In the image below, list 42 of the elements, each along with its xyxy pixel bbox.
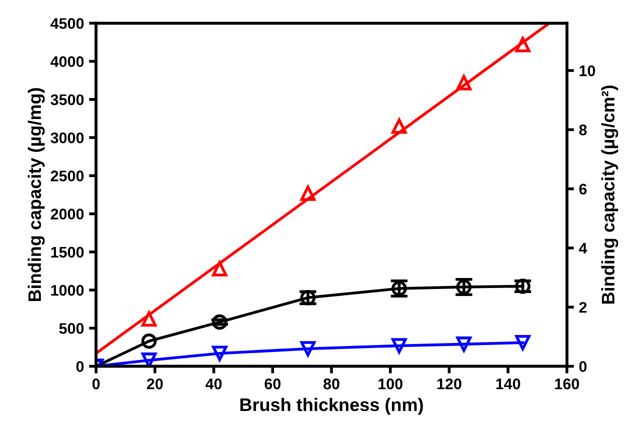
y-tick-label: 3000 [50, 132, 84, 144]
x-tick-label: 160 [555, 378, 580, 390]
point [515, 36, 530, 52]
point [300, 341, 316, 356]
point [392, 118, 407, 134]
y-tick-label: 1500 [51, 246, 84, 258]
point [456, 336, 472, 352]
y-tick-label: 1000 [51, 284, 84, 296]
y-tick-label: 3500 [50, 94, 84, 106]
x-tick-label: 20 [146, 378, 163, 390]
y-axis-title: Binding capacity (µg/mg) [28, 88, 45, 302]
y2-tick-label: 4 [578, 243, 588, 254]
x-tick-label: 120 [437, 378, 462, 390]
y-tick-label: 2500 [50, 170, 84, 182]
y2-tick-label: 2 [579, 302, 587, 313]
point [392, 338, 407, 354]
x-tick-label: 60 [264, 378, 280, 390]
y-tick-label: 0 [76, 361, 84, 372]
y2-tick-label: 0 [579, 361, 587, 372]
point [141, 352, 157, 366]
y2-axis-title: Binding capacity (µg/cm²) [601, 86, 618, 304]
y2-tick-label: 6 [579, 184, 587, 195]
point [212, 261, 228, 276]
point [300, 186, 316, 201]
x-tick-label: 0 [92, 378, 100, 390]
x-tick-label: 140 [496, 378, 520, 390]
point [141, 311, 157, 327]
y-tick-label: 2000 [50, 208, 84, 220]
y-tick-label: 500 [59, 323, 84, 334]
point [212, 346, 228, 361]
point [515, 335, 530, 350]
x-tick-label: 100 [378, 378, 402, 390]
point [456, 75, 472, 90]
y-tick-label: 4000 [50, 56, 84, 68]
point [141, 333, 157, 349]
x-axis-title: Brush thickness (nm) [240, 398, 423, 415]
y2-tick-label: 10 [580, 65, 596, 76]
point [212, 314, 228, 330]
y2-tick-label: 8 [579, 124, 587, 136]
x-tick-label: 40 [206, 378, 222, 390]
y-tick-label: 4500 [50, 18, 84, 29]
x-tick-label: 80 [323, 378, 340, 390]
